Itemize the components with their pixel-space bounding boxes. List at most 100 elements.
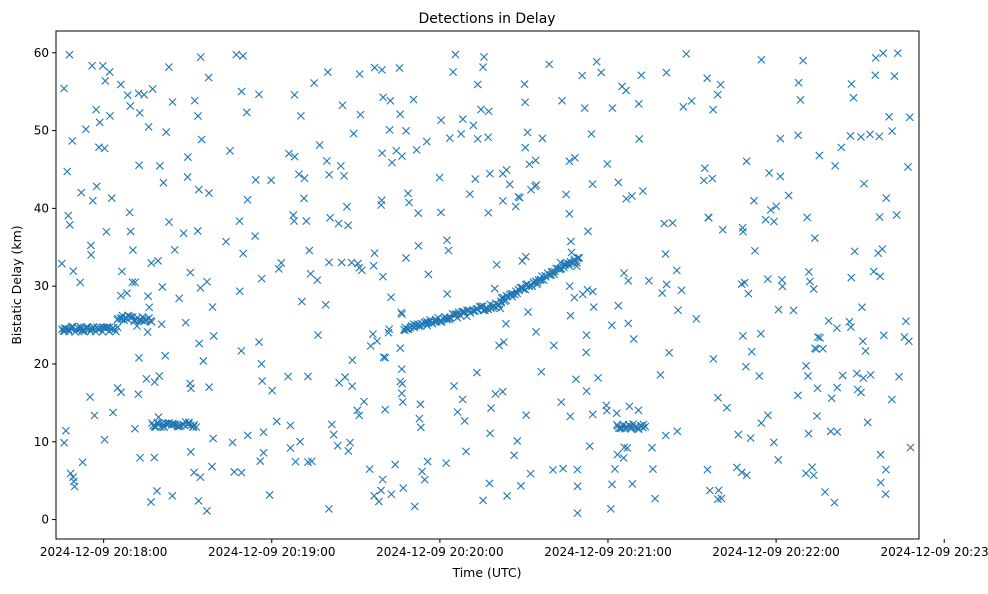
data-point xyxy=(272,417,281,426)
data-point xyxy=(402,253,411,262)
data-point xyxy=(627,192,636,201)
data-point xyxy=(199,357,208,366)
data-point xyxy=(136,453,145,462)
data-point xyxy=(255,338,263,347)
chart-title: Detections in Delay xyxy=(418,11,555,27)
data-point xyxy=(875,213,884,221)
data-point xyxy=(637,71,646,80)
data-point xyxy=(703,74,712,83)
data-point xyxy=(416,423,425,432)
data-point xyxy=(297,297,306,306)
data-point xyxy=(294,170,303,179)
data-point xyxy=(128,278,137,287)
data-point xyxy=(209,434,218,443)
data-point xyxy=(559,464,568,473)
data-point xyxy=(570,293,579,302)
data-point xyxy=(68,136,77,145)
data-point xyxy=(391,460,400,469)
data-point xyxy=(888,127,897,136)
data-point xyxy=(356,110,365,119)
data-point xyxy=(648,443,657,452)
data-point xyxy=(484,208,493,217)
data-point xyxy=(756,329,765,338)
data-point xyxy=(662,280,671,289)
data-point xyxy=(901,317,910,326)
data-point xyxy=(866,370,875,379)
data-point xyxy=(833,427,842,436)
data-point xyxy=(237,346,246,355)
data-point xyxy=(342,202,351,211)
data-point xyxy=(60,84,69,93)
data-point xyxy=(573,482,582,491)
data-point xyxy=(614,301,623,310)
data-point xyxy=(134,353,143,362)
data-point xyxy=(125,208,134,217)
data-point xyxy=(816,333,825,342)
data-point xyxy=(620,269,629,278)
data-point xyxy=(168,491,177,500)
data-point xyxy=(209,331,218,340)
data-point xyxy=(302,217,311,226)
data-point xyxy=(628,479,637,488)
data-point xyxy=(130,424,139,433)
data-point xyxy=(804,372,813,381)
data-point xyxy=(90,411,99,420)
data-point xyxy=(414,241,423,250)
data-point xyxy=(861,346,870,355)
data-point xyxy=(473,80,482,89)
data-point xyxy=(404,189,413,198)
data-point xyxy=(722,403,731,412)
data-point xyxy=(268,386,277,395)
data-point xyxy=(398,397,407,406)
data-point xyxy=(713,90,722,99)
data-point xyxy=(173,422,182,431)
data-point xyxy=(755,372,764,381)
data-point xyxy=(661,431,670,440)
data-point xyxy=(583,227,592,236)
data-point xyxy=(86,241,95,250)
data-point xyxy=(196,53,205,62)
data-point xyxy=(462,447,471,456)
data-point xyxy=(881,490,890,499)
data-point xyxy=(687,96,696,105)
data-point xyxy=(396,110,405,119)
data-point xyxy=(80,327,89,336)
data-point xyxy=(357,266,366,275)
data-point xyxy=(885,112,894,121)
data-point xyxy=(757,419,766,428)
data-point xyxy=(202,506,211,515)
data-point xyxy=(105,111,114,120)
data-point xyxy=(296,437,305,446)
data-point xyxy=(134,390,143,399)
data-point xyxy=(186,447,195,456)
data-point xyxy=(818,344,827,353)
data-point xyxy=(98,61,107,70)
data-point xyxy=(613,450,622,459)
data-point xyxy=(557,398,566,407)
data-point xyxy=(803,213,812,222)
data-point xyxy=(381,405,390,414)
data-point xyxy=(769,217,778,226)
data-point xyxy=(713,495,722,504)
data-point xyxy=(589,303,598,312)
data-point xyxy=(871,53,880,62)
data-point xyxy=(109,408,117,417)
data-point xyxy=(820,487,829,496)
data-point xyxy=(582,331,591,340)
data-point xyxy=(875,132,884,141)
data-point xyxy=(399,484,408,493)
data-point xyxy=(660,219,669,228)
data-point xyxy=(511,202,520,211)
data-point xyxy=(565,209,574,218)
data-point xyxy=(853,385,862,394)
data-point xyxy=(845,317,854,326)
data-point xyxy=(827,394,836,403)
data-point xyxy=(92,105,101,114)
data-point xyxy=(869,267,878,276)
data-point xyxy=(336,161,345,170)
data-point xyxy=(876,272,885,281)
data-point xyxy=(222,237,231,246)
data-point xyxy=(353,406,362,415)
data-point xyxy=(906,443,915,452)
y-tick-label: 60 xyxy=(34,46,49,60)
